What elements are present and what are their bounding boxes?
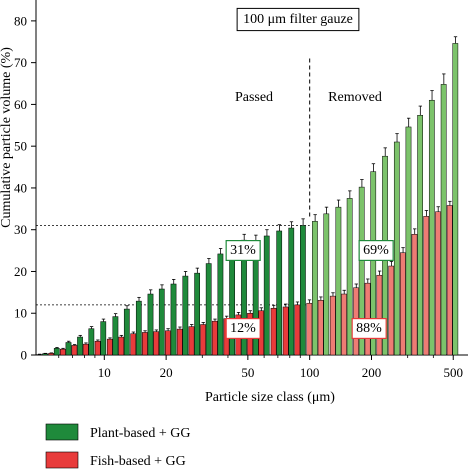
plant-bar [148, 294, 153, 355]
fish-bar [271, 308, 276, 355]
plant-bar [159, 289, 164, 355]
fish-bar [142, 332, 147, 355]
fish-bar [212, 321, 217, 355]
y-tick-label: 70 [14, 55, 27, 70]
x-tick-label: 20 [160, 365, 173, 380]
plant-bar [336, 207, 341, 355]
plant-bar [183, 276, 188, 355]
y-tick-label: 30 [14, 222, 27, 237]
plant-bar [77, 337, 82, 355]
plant-bar [124, 309, 129, 355]
y-tick-label: 10 [14, 306, 27, 321]
fish-bar [307, 303, 312, 355]
y-tick-label: 20 [14, 264, 27, 279]
passed-label: Passed [235, 90, 273, 105]
plant-bar [324, 214, 329, 355]
legend-label-fish: Fish-based + GG [90, 454, 186, 469]
fish-bar [119, 337, 124, 355]
fish-bar [412, 234, 417, 355]
plant-bar [101, 322, 106, 355]
y-tick-label: 0 [21, 348, 28, 363]
legend-swatch-plant [46, 424, 78, 440]
plant-bar [277, 231, 282, 355]
plant-bar [441, 84, 446, 355]
plant-bar [89, 329, 94, 355]
fish-bar [377, 275, 382, 355]
fish-bar [341, 294, 346, 355]
removed-label: Removed [328, 90, 382, 105]
x-tick-label: 500 [443, 365, 463, 380]
fish-removed-annotation: 88% [352, 319, 386, 339]
fish-passed-annotation: 12% [226, 319, 260, 339]
fish-bar [72, 345, 77, 355]
x-tick-label: 50 [241, 365, 254, 380]
fish-bar [447, 205, 452, 355]
fish-passed-pct: 12% [230, 321, 256, 336]
filter-annotation: 100 μm filter gauze [237, 8, 359, 30]
legend-label-plant: Plant-based + GG [90, 426, 190, 441]
plant-bar [312, 221, 317, 355]
fish-bar [330, 296, 335, 355]
plant-bar [195, 273, 200, 355]
fish-bar [389, 266, 394, 355]
plant-removed-pct: 69% [363, 243, 389, 258]
fish-bar [154, 332, 159, 355]
plant-bar [406, 127, 411, 355]
fish-bar [435, 212, 440, 355]
fish-bar [189, 327, 194, 355]
fish-bar [83, 344, 88, 355]
plant-removed-annotation: 69% [359, 241, 393, 261]
y-tick-label: 80 [14, 13, 27, 28]
fish-bar [165, 331, 170, 355]
y-tick-label: 50 [14, 139, 27, 154]
plant-passed-pct: 31% [230, 243, 256, 258]
plant-bar [264, 236, 269, 355]
fish-bar [200, 325, 205, 355]
plant-bar [42, 354, 47, 355]
fish-bar [107, 339, 112, 355]
x-tick-label: 200 [362, 365, 382, 380]
fish-bar [400, 253, 405, 355]
y-axis: 0 10 20 30 40 50 60 70 80 [14, 0, 36, 363]
legend-swatch-fish [46, 452, 78, 468]
plant-bar [113, 317, 118, 355]
fish-bar [49, 353, 54, 355]
plant-bar [289, 228, 294, 355]
fish-bar [95, 341, 100, 355]
y-axis-title: Cumulative particle volume (%) [0, 47, 14, 228]
fish-bar [424, 216, 429, 355]
plant-bar [418, 115, 423, 355]
legend: Plant-based + GG Fish-based + GG [46, 424, 190, 469]
plant-bar [347, 198, 352, 355]
plant-bar [54, 348, 59, 355]
x-tick-label: 10 [98, 365, 111, 380]
x-axis: 10 20 50 100 200 500 [36, 355, 468, 380]
fish-bar [60, 349, 65, 355]
plant-bar [66, 342, 71, 355]
fish-bar [295, 305, 300, 355]
plant-bar [218, 254, 223, 355]
plant-bar [453, 43, 458, 355]
plant-passed-annotation: 31% [226, 241, 260, 261]
plant-bar [206, 264, 211, 355]
plant-bar [429, 100, 434, 355]
plant-bar [300, 226, 305, 355]
x-tick-label: 100 [300, 365, 320, 380]
y-tick-label: 60 [14, 97, 27, 112]
fish-removed-pct: 88% [356, 321, 382, 336]
plant-bar [171, 284, 176, 355]
fish-bar [283, 307, 288, 355]
fish-bar [131, 334, 136, 355]
x-axis-title: Particle size class (μm) [205, 390, 335, 405]
plant-bar [136, 301, 141, 355]
y-tick-label: 40 [14, 180, 27, 195]
fish-bar [318, 300, 323, 355]
fish-bar [177, 329, 182, 355]
filter-label: 100 μm filter gauze [243, 12, 353, 27]
plant-bar [394, 142, 399, 355]
